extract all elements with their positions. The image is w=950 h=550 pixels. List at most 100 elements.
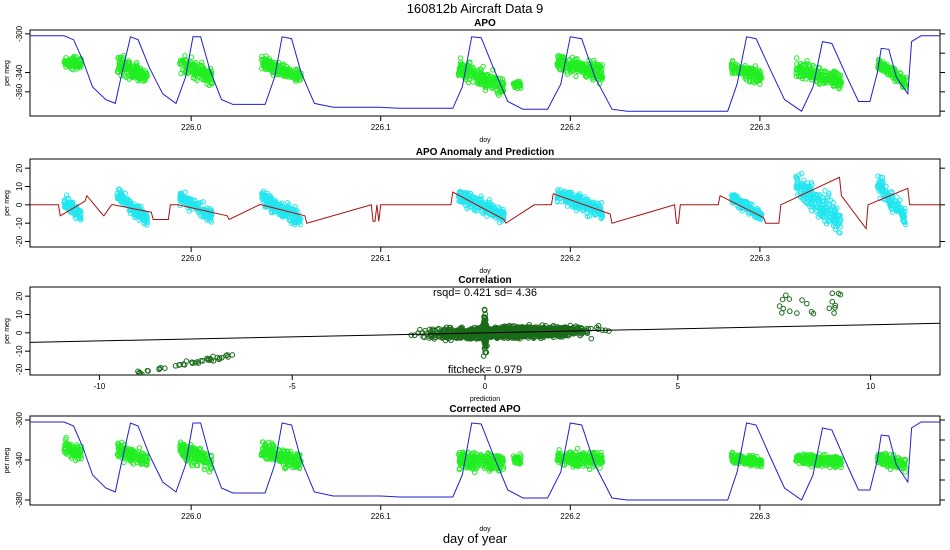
panel-correlation: Correlation-10 -5 0 5 10prediction20100-10-2… — [4, 275, 941, 403]
x-axis-label: doy — [479, 268, 491, 275]
data-point — [69, 453, 76, 459]
data-point — [825, 217, 831, 224]
data-point — [832, 212, 839, 219]
data-point — [71, 53, 77, 60]
x-tick-label: 226.3 — [750, 512, 771, 521]
data-point — [293, 78, 299, 84]
data-point — [180, 58, 187, 65]
y-tick-label: -10 — [15, 345, 24, 357]
y-tick-label: 10 — [15, 310, 24, 319]
y-tick-label: 20 — [15, 291, 24, 300]
series-points-anomaly — [61, 171, 909, 236]
y-axis-label: per meg — [4, 448, 11, 474]
data-point — [136, 75, 143, 82]
x-tick-label: 226.3 — [750, 123, 771, 132]
data-point — [204, 81, 210, 87]
data-point — [118, 54, 124, 60]
data-point — [480, 211, 487, 217]
data-point — [598, 212, 605, 219]
y-axis-label: per meg — [4, 190, 11, 216]
data-point — [754, 205, 760, 212]
data-point — [563, 195, 570, 202]
data-point — [274, 201, 280, 207]
series-line-model — [30, 35, 940, 112]
scatter-point — [799, 297, 805, 303]
data-point — [288, 72, 294, 78]
data-point — [569, 54, 576, 60]
data-point — [495, 84, 501, 90]
data-point — [577, 199, 583, 205]
data-point — [124, 198, 130, 204]
x-tick-label: 226.1 — [371, 254, 392, 263]
data-point — [598, 69, 604, 75]
scatter-point — [432, 327, 438, 333]
data-point — [200, 214, 206, 220]
data-point — [557, 66, 563, 73]
data-point — [572, 60, 579, 66]
scatter-point — [442, 326, 448, 332]
data-point — [182, 53, 188, 59]
scatter-point — [192, 359, 199, 366]
data-point — [470, 79, 476, 85]
data-point — [730, 64, 736, 70]
data-point — [828, 197, 834, 204]
data-point — [807, 72, 813, 78]
data-point — [76, 207, 82, 214]
data-point — [746, 78, 753, 84]
data-point — [735, 198, 741, 205]
data-point — [291, 216, 297, 222]
data-point — [512, 81, 518, 87]
data-point — [133, 60, 140, 66]
series-points-observed — [61, 52, 909, 98]
scatter-point — [570, 324, 577, 331]
data-point — [881, 67, 887, 74]
fitcheck-annotation: fitcheck= 0.979 — [448, 364, 522, 376]
data-point — [266, 197, 272, 203]
data-point — [877, 61, 883, 67]
data-point — [899, 207, 905, 213]
data-point — [276, 202, 283, 208]
plot-area — [30, 290, 940, 375]
data-point — [297, 219, 303, 225]
x-tick-label: -10 — [94, 382, 106, 391]
data-point — [64, 195, 70, 202]
x-axis-label: prediction — [470, 396, 500, 403]
data-point — [580, 66, 586, 72]
data-point — [66, 63, 73, 70]
data-point — [77, 61, 83, 67]
x-tick-label: -5 — [289, 382, 297, 391]
x-tick-label: 226.2 — [560, 512, 581, 521]
data-point — [806, 62, 812, 68]
data-point — [138, 461, 145, 467]
scatter-point — [804, 300, 810, 307]
data-point — [808, 179, 815, 186]
data-point — [564, 71, 571, 77]
data-point — [63, 55, 69, 61]
data-point — [132, 214, 138, 221]
data-point — [566, 190, 572, 196]
data-point — [811, 194, 818, 201]
data-point — [136, 449, 142, 455]
data-point — [61, 449, 67, 455]
scatter-point — [583, 326, 590, 332]
scatter-point — [829, 290, 836, 297]
y-tick-label: -10 — [15, 217, 24, 229]
scatter-point — [176, 362, 182, 368]
data-point — [798, 182, 805, 189]
data-point — [598, 214, 604, 221]
scatter-point — [515, 334, 522, 341]
data-point — [132, 211, 138, 218]
scatter-point — [480, 320, 487, 327]
data-point — [490, 203, 496, 209]
data-point — [757, 75, 763, 81]
data-point — [266, 66, 272, 72]
data-point — [888, 64, 894, 71]
scatter-point — [786, 296, 793, 302]
data-point — [187, 200, 193, 206]
data-point — [123, 74, 130, 81]
data-point — [573, 73, 579, 80]
data-point — [496, 209, 502, 216]
data-point — [558, 191, 564, 197]
data-point — [295, 71, 302, 78]
